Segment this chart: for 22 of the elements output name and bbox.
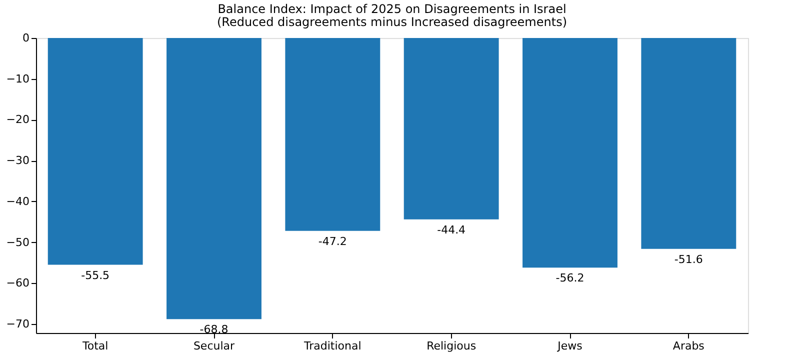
y-tick-label: −30 — [6, 154, 30, 168]
x-tick-label: Arabs — [672, 340, 705, 352]
data-label: -44.4 — [437, 223, 466, 236]
y-tick-label: −70 — [6, 318, 30, 331]
y-tick-label: −20 — [6, 113, 30, 126]
y-tick-label: −50 — [6, 236, 30, 249]
data-label: -47.2 — [318, 234, 347, 248]
data-label: -51.6 — [674, 252, 703, 266]
data-label: -68.8 — [200, 323, 228, 336]
data-label: -56.2 — [556, 272, 584, 285]
y-tick-label: 0 — [22, 32, 30, 44]
y-tick-label: −10 — [6, 72, 30, 86]
x-tick-label: Religious — [426, 340, 476, 352]
chart-title: Balance Index: Impact of 2025 on Disagreements in Israel — [218, 2, 566, 16]
x-tick-label: Secular — [193, 340, 236, 352]
data-label: -55.5 — [81, 268, 110, 282]
x-tick-label: Total — [81, 340, 108, 352]
y-tick-label: −40 — [6, 194, 30, 208]
y-tick-label: −60 — [6, 276, 30, 290]
chart-subtitle: (Reduced disagreements minus Increased disagreements) — [217, 15, 567, 29]
x-tick-label: Traditional — [303, 340, 362, 352]
x-tick-label: Jews — [556, 340, 583, 352]
